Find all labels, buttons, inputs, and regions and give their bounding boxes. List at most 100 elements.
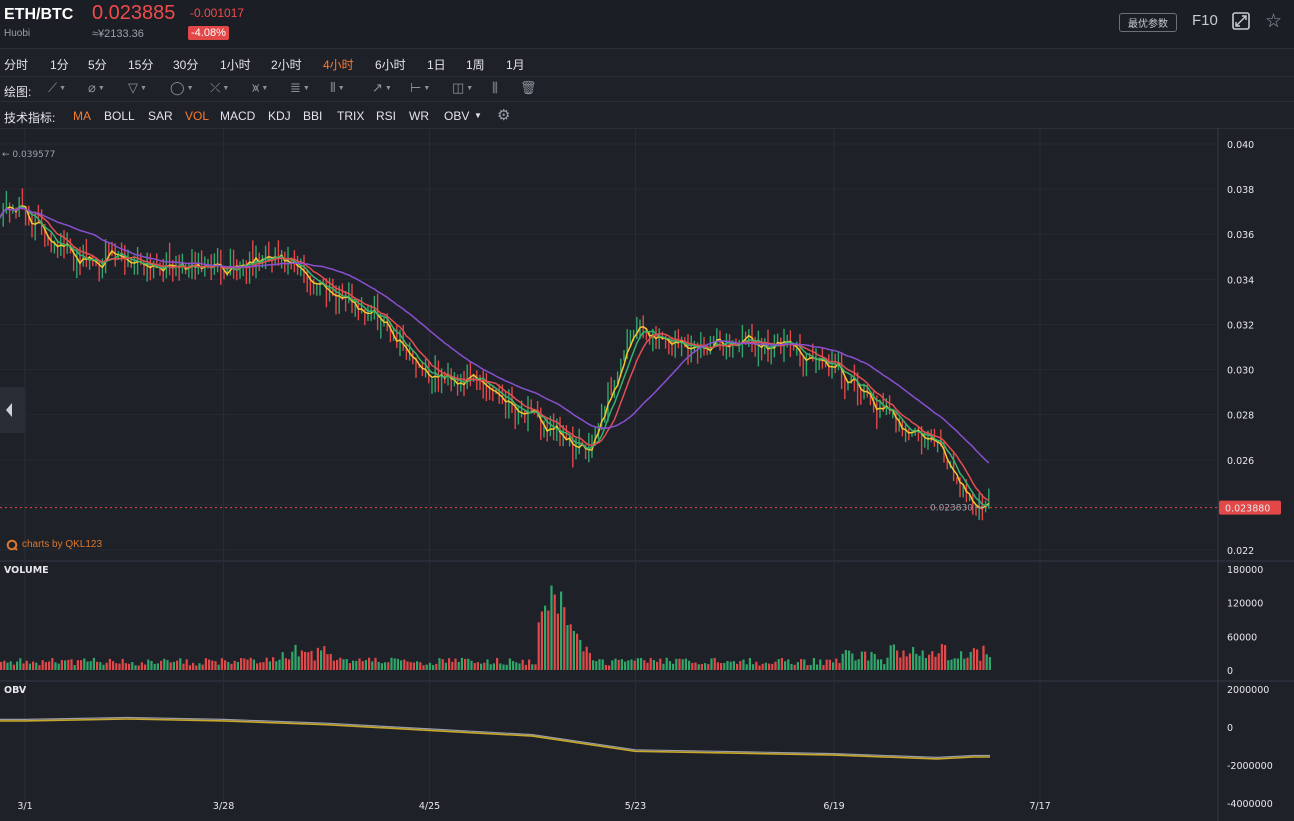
timeframe-8[interactable]: 6小时 bbox=[375, 58, 406, 72]
ray-line-icon[interactable]: ⌀ ▼ bbox=[88, 80, 105, 95]
volume-bar bbox=[99, 662, 102, 670]
chart-area[interactable]: 0.040 0.038 0.036 0.034 0.032 0.030 0.028 0.026… bbox=[0, 128, 1294, 821]
ma-short-line bbox=[0, 205, 990, 509]
indicator-vol[interactable]: VOL bbox=[185, 109, 210, 123]
cross-line-icon[interactable]: ⤫ ▼ bbox=[210, 80, 230, 95]
indicator-kdj[interactable]: KDJ bbox=[268, 109, 291, 123]
timeframe-9[interactable]: 1日 bbox=[427, 58, 446, 72]
indicator-macd[interactable]: MACD bbox=[220, 109, 256, 123]
volume-bar bbox=[515, 662, 518, 670]
volume-bar bbox=[857, 659, 860, 670]
timeframe-4[interactable]: 30分 bbox=[173, 58, 199, 72]
price-tick-label-5: 0.030 bbox=[1227, 366, 1254, 377]
volume-bar bbox=[576, 633, 579, 670]
volume-bar bbox=[627, 660, 630, 670]
timeframe-11[interactable]: 1月 bbox=[506, 58, 525, 72]
volume-bar bbox=[403, 659, 406, 670]
volume-bar bbox=[348, 663, 351, 670]
volume-bar bbox=[876, 659, 879, 670]
volume-bar bbox=[467, 658, 470, 670]
volume-bar bbox=[54, 662, 57, 670]
volume-bar bbox=[796, 662, 799, 670]
volume-bar bbox=[662, 663, 665, 670]
volume-bar bbox=[720, 663, 723, 670]
dropdown-caret-icon: ▼ bbox=[302, 85, 310, 93]
volume-bar bbox=[368, 657, 371, 670]
timeframe-1[interactable]: 1分 bbox=[50, 58, 69, 72]
volume-bar bbox=[809, 664, 812, 670]
volume-bar bbox=[153, 663, 156, 670]
timeframe-3[interactable]: 15分 bbox=[128, 58, 154, 72]
volume-bar bbox=[880, 659, 883, 670]
volume-bar bbox=[160, 660, 163, 670]
current-price-tag-text: 0.023880 bbox=[1225, 504, 1270, 515]
volume-bar bbox=[108, 658, 111, 670]
volume-bar bbox=[9, 661, 12, 670]
indicator-sar[interactable]: SAR bbox=[148, 109, 173, 123]
volume-bar bbox=[816, 664, 819, 670]
volume-bar bbox=[92, 657, 95, 670]
circle-icon[interactable]: ◯ ▼ bbox=[170, 80, 194, 95]
f10-button[interactable]: F10 bbox=[1192, 12, 1218, 29]
indicator-wr[interactable]: WR bbox=[409, 109, 429, 123]
channel-icon[interactable]: ▽ ▼ bbox=[128, 80, 147, 95]
indicator-obv[interactable]: OBV bbox=[444, 109, 470, 123]
collapse-left-button[interactable] bbox=[0, 387, 25, 433]
timeframe-0[interactable]: 分时 bbox=[4, 58, 29, 72]
timeframe-2[interactable]: 5分 bbox=[88, 58, 107, 72]
volume-bar bbox=[224, 660, 227, 670]
volume-bar bbox=[617, 659, 620, 670]
timeframe-7[interactable]: 4小时 bbox=[323, 58, 354, 72]
volume-bar bbox=[572, 630, 575, 670]
volume-bar bbox=[748, 658, 751, 670]
trend-line-icon[interactable]: ⟋ ▼ bbox=[48, 80, 67, 95]
volume-bar bbox=[371, 661, 374, 670]
volume-bar bbox=[739, 661, 742, 670]
arrow-icon[interactable]: ↗ ▼ bbox=[372, 80, 392, 95]
volume-bar bbox=[278, 659, 281, 670]
volume-bar bbox=[675, 658, 678, 670]
volume-bar bbox=[326, 654, 329, 670]
indicator-chart-icon[interactable]: ⫼ bbox=[492, 80, 498, 95]
timeframe-6[interactable]: 2小时 bbox=[271, 58, 302, 72]
volume-bar bbox=[166, 660, 169, 670]
volume-bar bbox=[246, 659, 249, 670]
volume-bar bbox=[41, 660, 44, 670]
volume-bar bbox=[313, 660, 316, 670]
watermark-text: charts by QKL123 bbox=[22, 539, 103, 550]
volume-bar bbox=[960, 651, 963, 670]
indicator-boll[interactable]: BOLL bbox=[104, 109, 135, 123]
measure-icon[interactable]: ⊢ ▼ bbox=[410, 80, 431, 95]
volume-bar bbox=[652, 660, 655, 670]
grid-icon[interactable]: ⦀ ▼ bbox=[330, 80, 345, 95]
indicator-rsi[interactable]: RSI bbox=[376, 109, 397, 123]
fibonacci-icon[interactable]: ≣ ▼ bbox=[290, 80, 310, 95]
indicator-settings-gear-icon[interactable]: ⚙ bbox=[497, 107, 511, 124]
volume-bar bbox=[806, 665, 809, 670]
volume-bar bbox=[624, 661, 627, 670]
fullscreen-icon[interactable] bbox=[1232, 12, 1250, 30]
more-indicators-caret-icon[interactable]: ▼ bbox=[474, 111, 482, 120]
indicator-ma[interactable]: MA bbox=[73, 109, 91, 123]
volume-bar bbox=[886, 657, 889, 670]
timeframe-bar: 分时 1分 5分 15分 30分 1小时 2小时 4小时 6小时 1日 1周 1月 bbox=[0, 49, 1294, 77]
comment-icon[interactable]: ◫ ▼ bbox=[452, 80, 474, 95]
volume-bar bbox=[185, 659, 188, 670]
favorite-star-icon[interactable]: ☆ bbox=[1265, 11, 1283, 32]
volume-bar bbox=[732, 661, 735, 670]
trash-icon[interactable]: 🗑 bbox=[520, 80, 537, 95]
volume-bar bbox=[924, 658, 927, 670]
x-tick-label-5: 7/17 bbox=[1029, 801, 1050, 812]
timeframe-10[interactable]: 1周 bbox=[466, 58, 485, 72]
volume-bar bbox=[569, 624, 572, 670]
best-params-button[interactable]: 最优参数 bbox=[1119, 13, 1177, 32]
volume-bar bbox=[400, 660, 403, 670]
dropdown-caret-icon: ▼ bbox=[423, 85, 431, 93]
pattern-icon[interactable]: ⩙ ▼ bbox=[252, 80, 269, 95]
timeframe-5[interactable]: 1小时 bbox=[220, 58, 251, 72]
volume-bar bbox=[236, 661, 239, 670]
volume-bar bbox=[240, 658, 243, 670]
indicator-bbi[interactable]: BBI bbox=[303, 109, 323, 123]
indicator-trix[interactable]: TRIX bbox=[337, 109, 365, 123]
volume-bar bbox=[121, 658, 124, 670]
